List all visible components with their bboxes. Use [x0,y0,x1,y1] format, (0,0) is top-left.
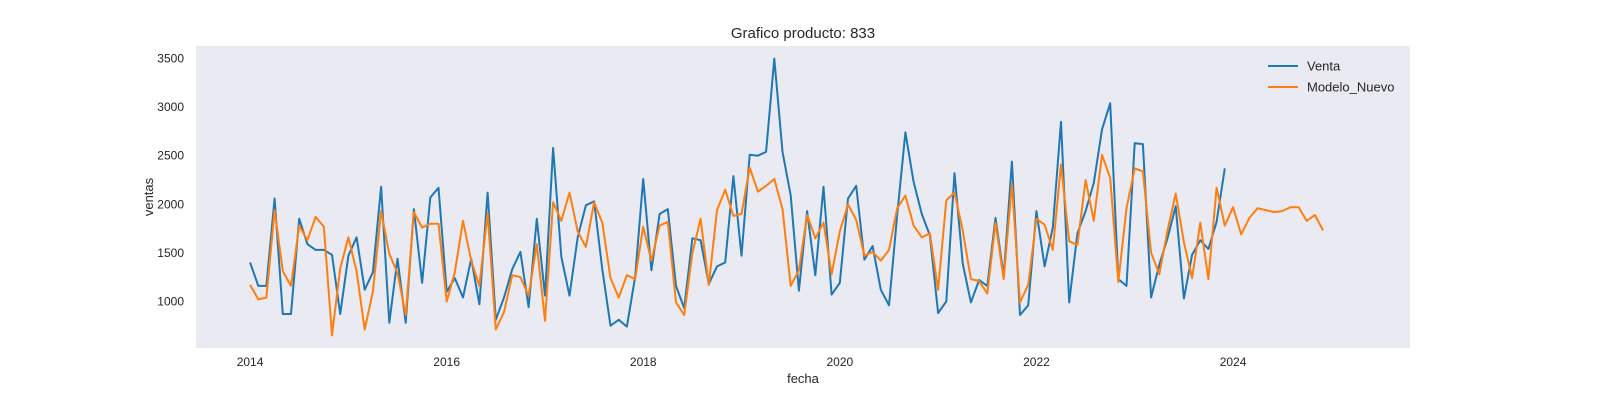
x-tick-label: 2022 [1023,355,1050,369]
y-tick-label: 1500 [157,246,184,260]
chart-title: Grafico producto: 833 [731,25,875,42]
legend: Venta Modelo_Nuevo [1268,59,1394,95]
y-tick-label: 2000 [157,197,184,211]
y-tick-label: 3500 [157,52,184,66]
x-tick-label: 2018 [630,355,657,369]
series-line-modelo-nuevo [249,153,1324,337]
x-tick-label: 2020 [827,355,854,369]
legend-label: Venta [1307,59,1341,74]
y-tick-label: 2500 [157,149,184,163]
x-tick-label: 2024 [1220,355,1247,369]
y-tick-label: 1000 [157,294,184,308]
y-tick-label: 3000 [157,100,184,114]
x-tick-label: 2014 [237,355,264,369]
legend-label: Modelo_Nuevo [1307,80,1394,95]
x-axis-label: fecha [787,371,820,386]
plot-area [196,46,1410,348]
series-group [249,57,1324,337]
x-tick-label: 2016 [433,355,460,369]
y-axis-label: ventas [141,177,156,216]
tick-labels: 2014 2016 2018 2020 2022 2024 1000 1500 2000 2500… [157,52,1246,369]
